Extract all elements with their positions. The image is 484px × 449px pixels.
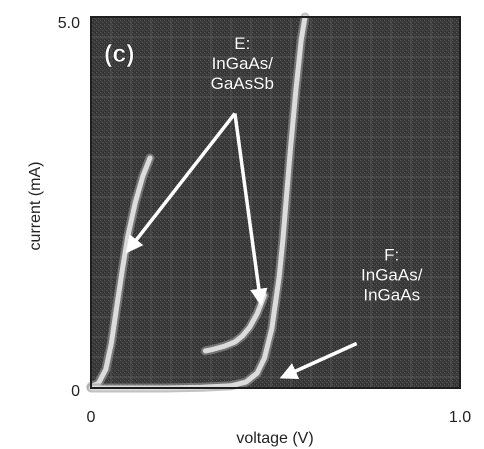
y-axis-title: current (mA) <box>27 162 44 251</box>
annotation-label-0-line-2: GaAsSb <box>211 74 274 93</box>
y-tick-label-max: 5.0 <box>58 15 80 32</box>
annotation-arrow-0-0 <box>125 112 237 254</box>
series-curve-1 <box>202 292 267 354</box>
series-curve-0 <box>88 155 153 389</box>
annotation-arrow-1-0 <box>279 341 358 380</box>
annotation-arrow-0-1 <box>233 113 268 307</box>
panel-label: (c) <box>104 40 135 68</box>
annotation-label-0-line-1: InGaAs/ <box>212 54 274 73</box>
x-tick-label-min: 0 <box>87 409 96 426</box>
annotation-label-1-line-0: F: <box>384 245 399 264</box>
plot-frame <box>90 16 461 389</box>
annotation-arrows <box>125 112 358 380</box>
grid-lines <box>91 17 460 388</box>
y-tick-label-min: 0 <box>71 383 80 400</box>
x-tick-label-max: 1.0 <box>449 409 471 426</box>
annotation-label-1-line-1: InGaAs/ <box>361 265 423 284</box>
annotation-label-1-line-2: InGaAs <box>363 285 420 304</box>
annotation-label-0-line-0: E: <box>234 34 250 53</box>
x-axis-title: voltage (V) <box>236 430 313 447</box>
